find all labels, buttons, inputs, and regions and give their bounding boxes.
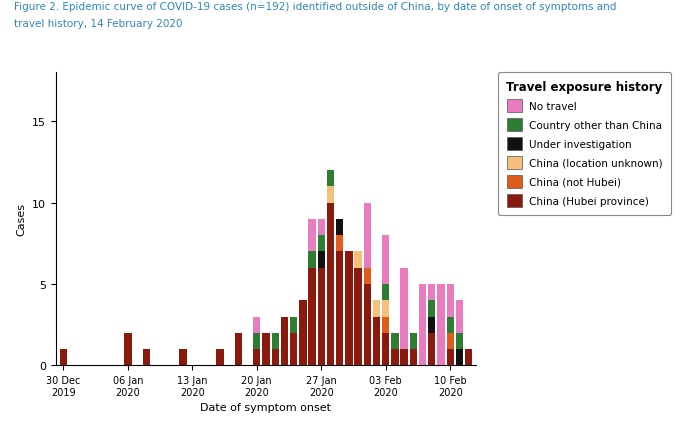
Bar xyxy=(447,333,454,349)
Bar xyxy=(318,252,325,268)
Bar xyxy=(428,284,435,301)
Legend: No travel, Country other than China, Under investigation, China (location unknow: No travel, Country other than China, Und… xyxy=(498,72,671,215)
Bar xyxy=(391,349,398,366)
Text: travel history, 14 February 2020: travel history, 14 February 2020 xyxy=(14,19,183,29)
Bar xyxy=(410,333,417,349)
Bar xyxy=(272,349,279,366)
Bar xyxy=(290,317,298,333)
Bar xyxy=(373,301,380,317)
Bar xyxy=(309,268,316,366)
Bar xyxy=(428,317,435,333)
Bar xyxy=(281,317,288,365)
Bar xyxy=(354,268,362,366)
Bar xyxy=(234,333,242,366)
Bar xyxy=(272,333,279,349)
X-axis label: Date of symptom onset: Date of symptom onset xyxy=(200,402,332,412)
Bar xyxy=(382,284,389,301)
Bar xyxy=(318,268,325,366)
Bar xyxy=(428,301,435,317)
Bar xyxy=(309,252,316,268)
Bar xyxy=(382,236,389,284)
Bar xyxy=(382,301,389,317)
Bar xyxy=(447,317,454,333)
Bar xyxy=(327,171,334,187)
Bar xyxy=(363,203,371,268)
Bar xyxy=(327,187,334,203)
Y-axis label: Cases: Cases xyxy=(17,203,27,236)
Bar xyxy=(456,349,463,366)
Bar xyxy=(419,284,426,366)
Bar xyxy=(216,349,223,366)
Bar xyxy=(456,301,463,333)
Bar xyxy=(410,349,417,366)
Bar xyxy=(391,333,398,349)
Bar xyxy=(400,349,408,366)
Bar xyxy=(363,284,371,366)
Bar xyxy=(253,317,260,333)
Bar xyxy=(336,236,344,252)
Bar xyxy=(124,333,132,366)
Bar xyxy=(345,252,353,366)
Bar xyxy=(465,349,472,366)
Bar xyxy=(400,268,408,349)
Bar xyxy=(309,219,316,252)
Bar xyxy=(354,252,362,268)
Bar xyxy=(143,349,150,366)
Bar xyxy=(336,252,344,366)
Bar xyxy=(438,284,444,366)
Bar xyxy=(456,333,463,349)
Bar xyxy=(262,333,270,366)
Bar xyxy=(336,219,344,236)
Bar xyxy=(253,349,260,366)
Bar xyxy=(363,268,371,284)
Bar xyxy=(447,349,454,366)
Bar xyxy=(299,301,307,366)
Bar xyxy=(318,236,325,252)
Bar xyxy=(327,203,334,366)
Bar xyxy=(382,317,389,333)
Bar xyxy=(253,333,260,349)
Bar xyxy=(382,333,389,366)
Bar xyxy=(318,219,325,236)
Bar xyxy=(428,333,435,366)
Bar xyxy=(60,349,67,366)
Bar xyxy=(373,317,380,365)
Text: Figure 2. Epidemic curve of COVID-19 cases (n=192) identified outside of China, : Figure 2. Epidemic curve of COVID-19 cas… xyxy=(14,2,617,12)
Bar xyxy=(179,349,187,366)
Bar xyxy=(447,284,454,317)
Bar xyxy=(290,333,298,366)
